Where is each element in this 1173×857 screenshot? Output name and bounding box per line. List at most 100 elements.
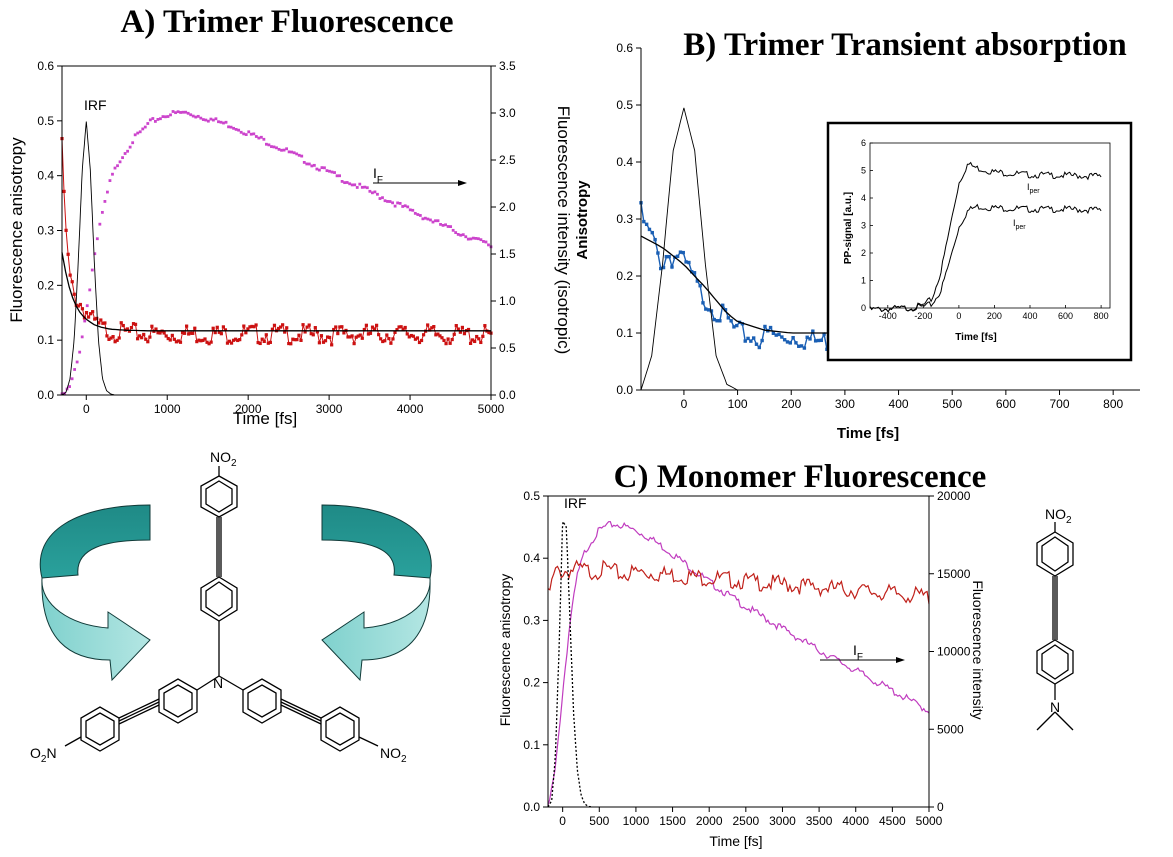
anisotropy-point — [195, 340, 199, 344]
anisotropy-point — [211, 326, 215, 330]
left-alkyne-1 — [118, 698, 160, 719]
intensity-point — [254, 135, 258, 138]
intensity-point — [153, 120, 157, 123]
monomer-bottom-ring-inner — [1041, 644, 1069, 680]
anisotropy-point — [317, 341, 321, 345]
anisotropy-point — [440, 336, 444, 340]
intensity-point — [121, 156, 124, 160]
inset-series-1 — [869, 203, 1102, 313]
intensity-point — [320, 166, 324, 170]
anisotropy-point — [89, 312, 93, 316]
intensity-point — [237, 128, 241, 132]
anisotropy-point — [176, 339, 181, 343]
intensity-point — [416, 213, 420, 216]
anisotropy-point — [66, 252, 70, 256]
anisotropy-point — [729, 319, 733, 323]
intensity-point — [302, 160, 306, 164]
anisotropy-point — [780, 335, 784, 339]
y-tick-label: 0.2 — [616, 269, 633, 283]
anisotropy-point — [113, 340, 117, 344]
intensity-point — [75, 360, 79, 364]
panel-c-axes: 0 500 1000 1500 2000 2500 3000 3500 4000 4500 5000… — [523, 489, 970, 828]
anisotropy-point — [430, 326, 434, 330]
intensity-point — [469, 237, 473, 241]
anisotropy-point — [256, 340, 260, 345]
chem-label-part: 2 — [1066, 515, 1072, 526]
intensity-point — [179, 111, 183, 114]
anisotropy-point — [760, 338, 764, 343]
intensity-point — [487, 243, 490, 247]
intensity-point — [466, 237, 470, 241]
y-tick-label: 0.6 — [37, 59, 54, 73]
anisotropy-point — [681, 250, 685, 255]
anisotropy-point — [234, 337, 238, 341]
intensity-trace — [547, 520, 930, 806]
anisotropy-point — [409, 333, 413, 338]
intensity-point — [249, 132, 253, 136]
intensity-point — [482, 240, 485, 243]
anisotropy-point — [403, 325, 407, 330]
y-tick-label: 0.2 — [523, 676, 540, 690]
y-tick-label: 0.0 — [523, 800, 540, 814]
intensity-point — [429, 218, 432, 222]
anisotropy-point — [475, 334, 479, 339]
anisotropy-point — [768, 325, 773, 330]
anisotropy-point — [182, 331, 187, 335]
anisotropy-trace — [61, 138, 492, 346]
trimer-no2-top-label: NO2 — [210, 449, 237, 469]
intensity-point — [191, 114, 195, 118]
anisotropy-point — [358, 333, 362, 337]
intensity-point — [307, 162, 311, 166]
inset-y-tick-label: 3 — [861, 221, 866, 231]
left-rotation-arrow — [39, 504, 151, 682]
anisotropy-point — [407, 335, 411, 339]
anisotropy-point — [285, 326, 289, 330]
anisotropy-point — [178, 340, 183, 344]
anisotropy-point — [315, 330, 319, 334]
inset-x-tick-label: 200 — [987, 311, 1002, 321]
anisotropy-point — [101, 321, 105, 325]
x-tick-label: 3000 — [769, 814, 796, 828]
intensity-point — [141, 127, 145, 131]
intensity-point — [201, 118, 205, 121]
anisotropy-point — [740, 322, 745, 326]
intensity-point — [471, 236, 475, 240]
anisotropy-point — [154, 327, 158, 331]
anisotropy-point — [709, 309, 714, 313]
inset-upper-curve-subscript: per — [1030, 188, 1041, 195]
anisotropy-point — [293, 338, 297, 342]
intensity-point — [446, 225, 450, 228]
intensity-point — [418, 214, 422, 217]
right-alkyne-1 — [280, 698, 322, 719]
anisotropy-point — [313, 326, 317, 330]
anisotropy-point — [133, 322, 138, 326]
intensity-point — [156, 117, 160, 121]
anisotropy-point — [129, 325, 134, 330]
intensity-point — [277, 147, 281, 151]
anisotropy-point — [162, 331, 166, 335]
anisotropy-point — [254, 323, 258, 327]
panel-c-frame — [547, 495, 930, 808]
left-ring-inner — [163, 684, 193, 718]
trimer-molecule-diagram — [39, 466, 432, 752]
anisotropy-point — [695, 279, 700, 283]
intensity-point — [199, 116, 203, 120]
intensity-point — [164, 115, 167, 119]
intensity-point — [146, 122, 150, 125]
x-tick-label: 5000 — [478, 402, 505, 416]
trimer-no2-right-label: NO2 — [380, 745, 407, 765]
anisotropy-point — [462, 332, 467, 336]
anisotropy-point — [105, 334, 109, 338]
intensity-point — [204, 118, 208, 122]
anisotropy-point — [111, 335, 115, 339]
anisotropy-point — [76, 304, 80, 308]
trimer-n-center-label: N — [213, 675, 223, 691]
intensity-point — [318, 168, 321, 172]
anisotropy-point — [225, 341, 230, 345]
anisotropy-point — [687, 260, 691, 265]
intensity-point — [95, 237, 99, 241]
inset-x-axis-label: Time [fs] — [955, 332, 997, 343]
intensity-point — [83, 319, 87, 323]
intensity-point — [126, 149, 130, 153]
monomer-top-ring-inner — [1041, 536, 1069, 572]
